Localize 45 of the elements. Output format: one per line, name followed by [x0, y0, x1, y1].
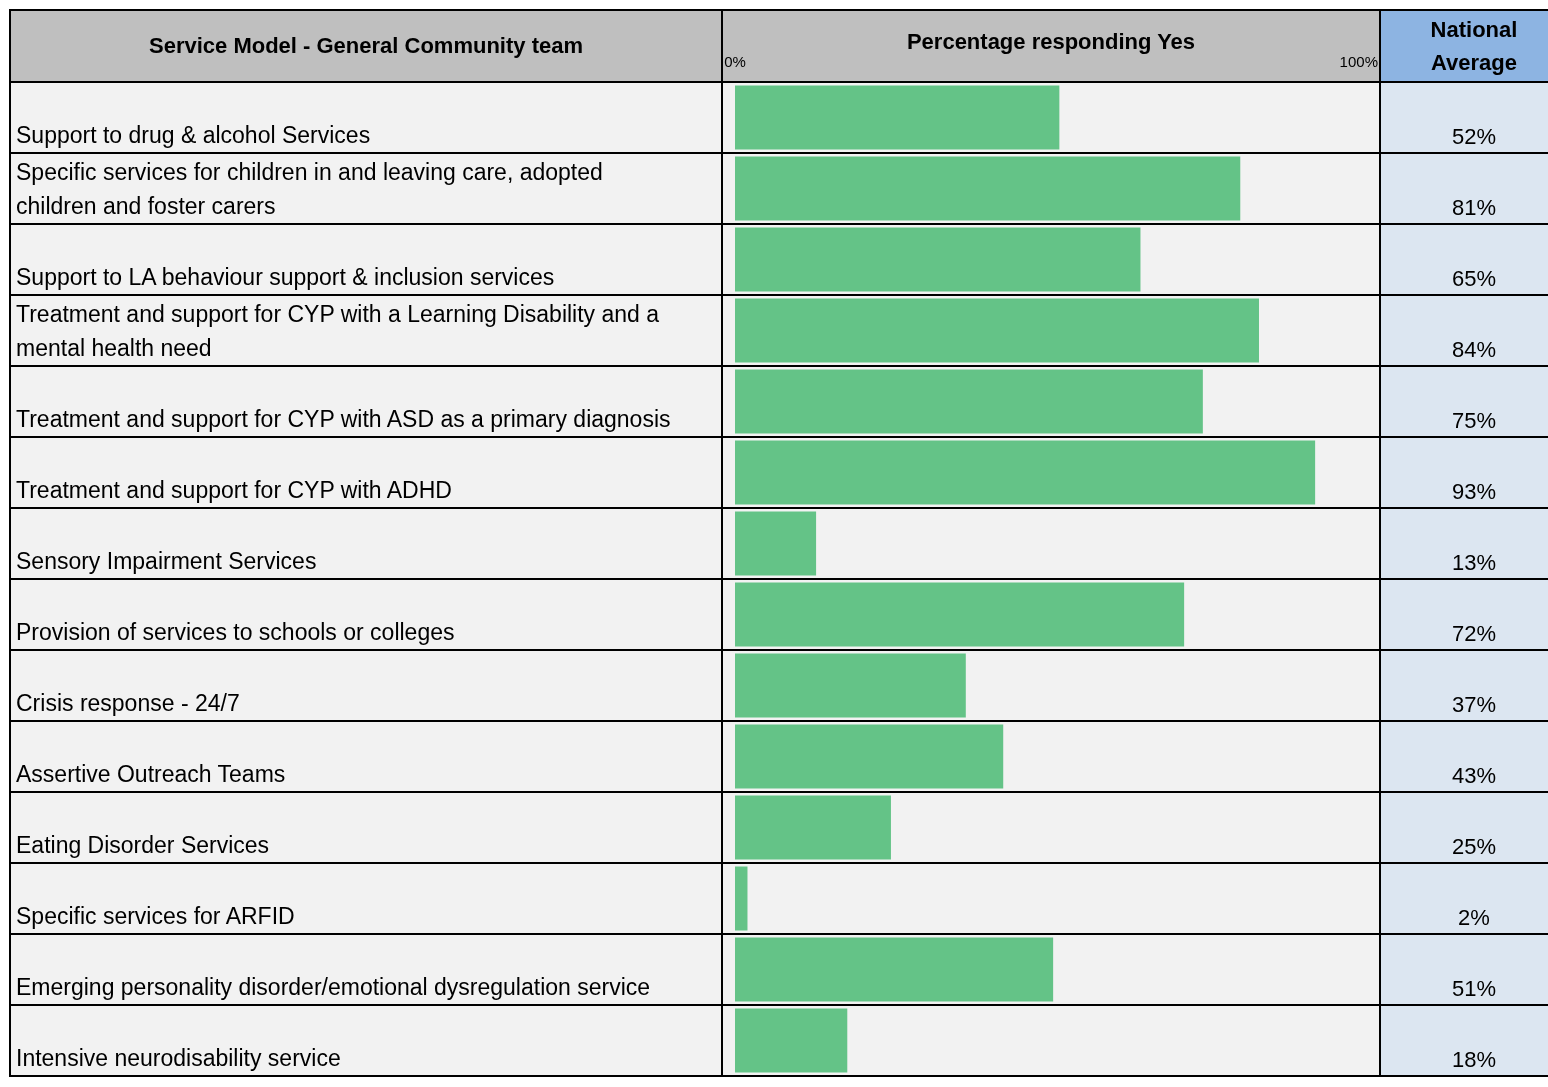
y-tick-label: Sensory Impairment Services [16, 547, 318, 576]
y-tick-label: Assertive Outreach Teams [16, 760, 287, 789]
data-label: 13% [1451, 550, 1497, 575]
y-axis-title: Service Model - General Community team [148, 33, 584, 58]
bar [735, 227, 1141, 292]
y-tick-label: Treatment and support for CYP with ASD as a primary diagnosis [16, 405, 672, 434]
bar [735, 653, 966, 718]
bar [735, 511, 817, 576]
data-label: 65% [1451, 266, 1497, 291]
bar [735, 866, 748, 931]
data-label: 25% [1451, 834, 1497, 859]
data-label: 75% [1451, 408, 1497, 433]
data-label: 37% [1451, 692, 1497, 717]
bar [735, 156, 1241, 221]
y-tick-label: Crisis response - 24/7 [16, 689, 241, 718]
y-tick-label: Treatment and support for CYP with ADHD [16, 476, 453, 505]
x-tick-label: 0% [724, 53, 746, 71]
data-label: 43% [1451, 763, 1497, 788]
x-axis-title: Percentage responding Yes [906, 29, 1196, 54]
y-tick-label: Support to LA behaviour support & inclusion services [16, 263, 556, 292]
y-tick-label: Support to drug & alcohol Services [16, 121, 372, 150]
data-label: 52% [1451, 124, 1497, 149]
text: National Average [1429, 16, 1519, 77]
bar [735, 795, 891, 860]
bar [735, 85, 1060, 150]
bar [735, 724, 1004, 789]
y-tick-label: Treatment and support for CYP with a Learning Disability and a mental health need [16, 300, 661, 363]
data-label: 2% [1458, 905, 1490, 930]
bar [735, 1008, 848, 1073]
bar [735, 369, 1203, 434]
data-label: 81% [1451, 195, 1497, 220]
data-label: 72% [1451, 621, 1497, 646]
data-label: 51% [1451, 976, 1497, 1001]
x-tick-label: 100% [1339, 53, 1378, 71]
y-tick-label: Intensive neurodisability service [16, 1044, 342, 1073]
y-tick-label: Emerging personality disorder/emotional dysregulation service [16, 973, 652, 1002]
y-tick-label: Specific services for children in and leaving care, adopted children and foster carers [16, 158, 604, 221]
data-label: 93% [1451, 479, 1497, 504]
data-label: 18% [1451, 1047, 1497, 1072]
bar [735, 582, 1185, 647]
y-tick-label: Eating Disorder Services [16, 831, 271, 860]
y-tick-label: Specific services for ARFID [16, 902, 296, 931]
data-label: 84% [1451, 337, 1497, 362]
y-tick-label: Provision of services to schools or colleges [16, 618, 456, 647]
bar [735, 937, 1054, 1002]
